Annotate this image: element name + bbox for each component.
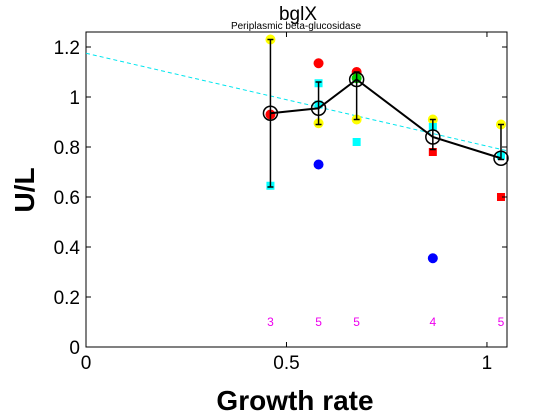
trendline	[85, 52, 508, 152]
axes-group: 0 0.5 1 0 0.2 0.4 0.6 0.8 1 1.2	[54, 32, 507, 374]
chart-subtitle: Periplasmic beta-glucosidase	[231, 21, 362, 32]
sample-count-label: 4	[429, 315, 436, 329]
data-point-square	[496, 193, 505, 201]
sample-count-label: 5	[498, 315, 505, 329]
trendline-group	[85, 52, 508, 152]
mean-marker	[310, 100, 327, 116]
x-tick-label: 1	[482, 353, 493, 374]
y-axis-title: U/L	[9, 167, 40, 212]
mean-marker	[262, 105, 279, 121]
count-labels-group: 3 5 5 4 5	[267, 315, 505, 329]
y-tick-label: 0.6	[54, 188, 80, 209]
x-axis-title: Growth rate	[216, 385, 373, 416]
x-tick-label: 0	[81, 353, 92, 374]
data-point-circle	[313, 159, 324, 170]
sample-count-label: 5	[315, 315, 322, 329]
y-tick-label: 0.4	[54, 238, 81, 259]
data-point-circle	[427, 253, 438, 264]
mean-marker	[425, 129, 441, 145]
data-point-square	[428, 148, 437, 156]
y-tick-label: 0.8	[54, 138, 80, 159]
x-tick-label: 0.5	[273, 353, 299, 374]
sample-count-label: 5	[353, 315, 360, 329]
mean-marker	[493, 150, 509, 166]
data-point-circle	[313, 58, 324, 69]
mean-marker	[348, 71, 365, 88]
y-tick-label: 0	[69, 338, 80, 359]
data-point-square	[352, 138, 361, 146]
y-tick-label: 0.2	[54, 288, 80, 309]
mean-line-group	[262, 38, 509, 188]
sample-count-label: 3	[267, 315, 274, 329]
plot-area	[85, 31, 508, 348]
chart-title: bglX	[279, 4, 317, 25]
y-tick-label: 1.2	[54, 38, 80, 59]
y-tick-label: 1	[69, 88, 80, 109]
